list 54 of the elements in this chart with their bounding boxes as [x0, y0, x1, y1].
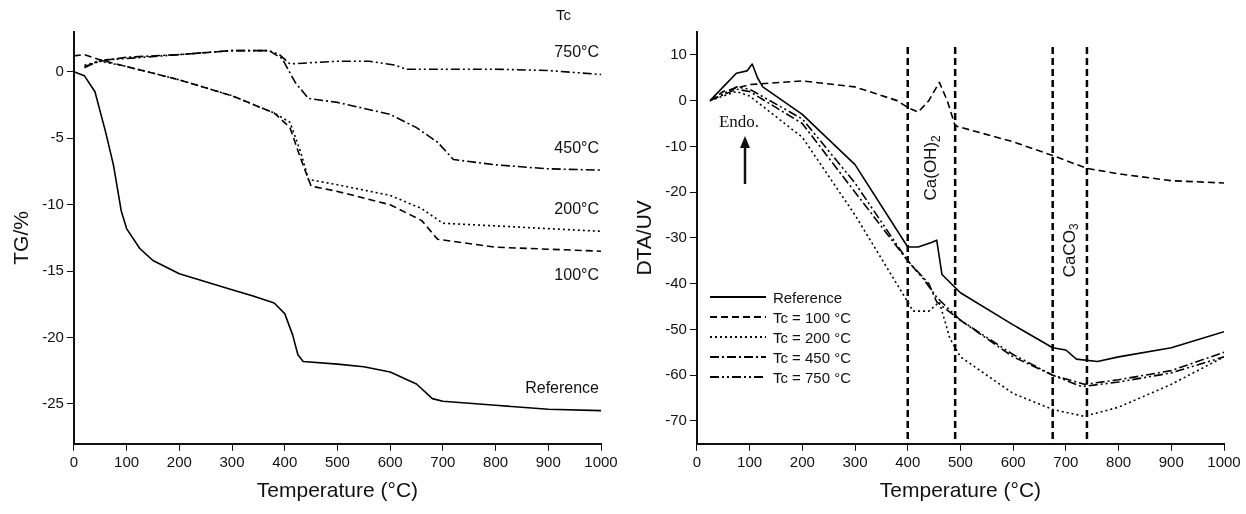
x-tick-label: 800 — [1106, 452, 1132, 470]
y-tick-label: -25 — [42, 394, 64, 412]
y-tick-label: -10 — [665, 136, 687, 154]
legend-label: Tc = 750 °C — [772, 368, 851, 386]
y-tick-label: 0 — [678, 90, 687, 108]
x-tick-label: 600 — [377, 452, 403, 470]
x-tick-label: 900 — [535, 452, 561, 470]
x-tick-label: 300 — [842, 452, 868, 470]
legend-label: Tc = 450 °C — [772, 348, 851, 366]
series-label: 450°C — [554, 138, 599, 156]
annotation: Ca(OH)2 — [921, 134, 943, 201]
y-tick-label: -20 — [42, 327, 64, 345]
y-tick-label: -40 — [665, 273, 687, 291]
x-tick-label: 100 — [114, 452, 140, 470]
y-tick-label: -15 — [42, 261, 64, 279]
x-tick-label: 0 — [69, 452, 79, 470]
x-tick-label: 700 — [430, 452, 456, 470]
y-axis-title: TG/% — [9, 211, 33, 265]
series-label: Reference — [525, 379, 600, 396]
legend-label: Tc = 200 °C — [772, 328, 851, 346]
x-tick-label: 700 — [1053, 452, 1079, 470]
y-tick-label: -10 — [42, 194, 64, 212]
x-axis-title: Temperature (°C) — [256, 478, 419, 502]
series-label: 100°C — [554, 265, 599, 283]
x-tick-label: 0 — [692, 452, 702, 470]
y-tick-label: -70 — [665, 411, 687, 429]
x-tick-label: 300 — [219, 452, 245, 470]
x-tick-label: 600 — [1000, 452, 1026, 470]
x-tick-label: 400 — [272, 452, 298, 470]
legend-label: Reference — [772, 288, 843, 306]
series-label: 200°C — [554, 199, 599, 217]
series-label: 750°C — [554, 42, 599, 60]
y-tick-label: -60 — [665, 365, 687, 383]
x-tick-label: 1000 — [1207, 452, 1241, 470]
x-tick-label: 900 — [1158, 452, 1184, 470]
y-tick-label: 10 — [670, 45, 687, 63]
y-tick-label: -20 — [665, 182, 687, 200]
x-tick-label: 1000 — [584, 452, 618, 470]
y-tick-label: -50 — [665, 319, 687, 337]
x-tick-label: 100 — [737, 452, 763, 470]
x-tick-label: 200 — [789, 452, 815, 470]
legend-label: Tc = 100 °C — [772, 308, 851, 326]
x-axis-title: Temperature (°C) — [879, 478, 1042, 502]
y-tick-label: -30 — [665, 228, 687, 246]
x-tick-label: 400 — [895, 452, 921, 470]
y-tick-label: 0 — [55, 61, 64, 79]
x-tick-label: 200 — [166, 452, 192, 470]
x-tick-label: 500 — [324, 452, 350, 470]
x-tick-label: 800 — [483, 452, 509, 470]
y-tick-label: -5 — [50, 128, 64, 146]
annotation: Endo. — [718, 112, 760, 132]
y-axis-title: DTA/UV — [632, 200, 656, 276]
text: Tc — [556, 6, 571, 23]
x-tick-label: 500 — [947, 452, 973, 470]
